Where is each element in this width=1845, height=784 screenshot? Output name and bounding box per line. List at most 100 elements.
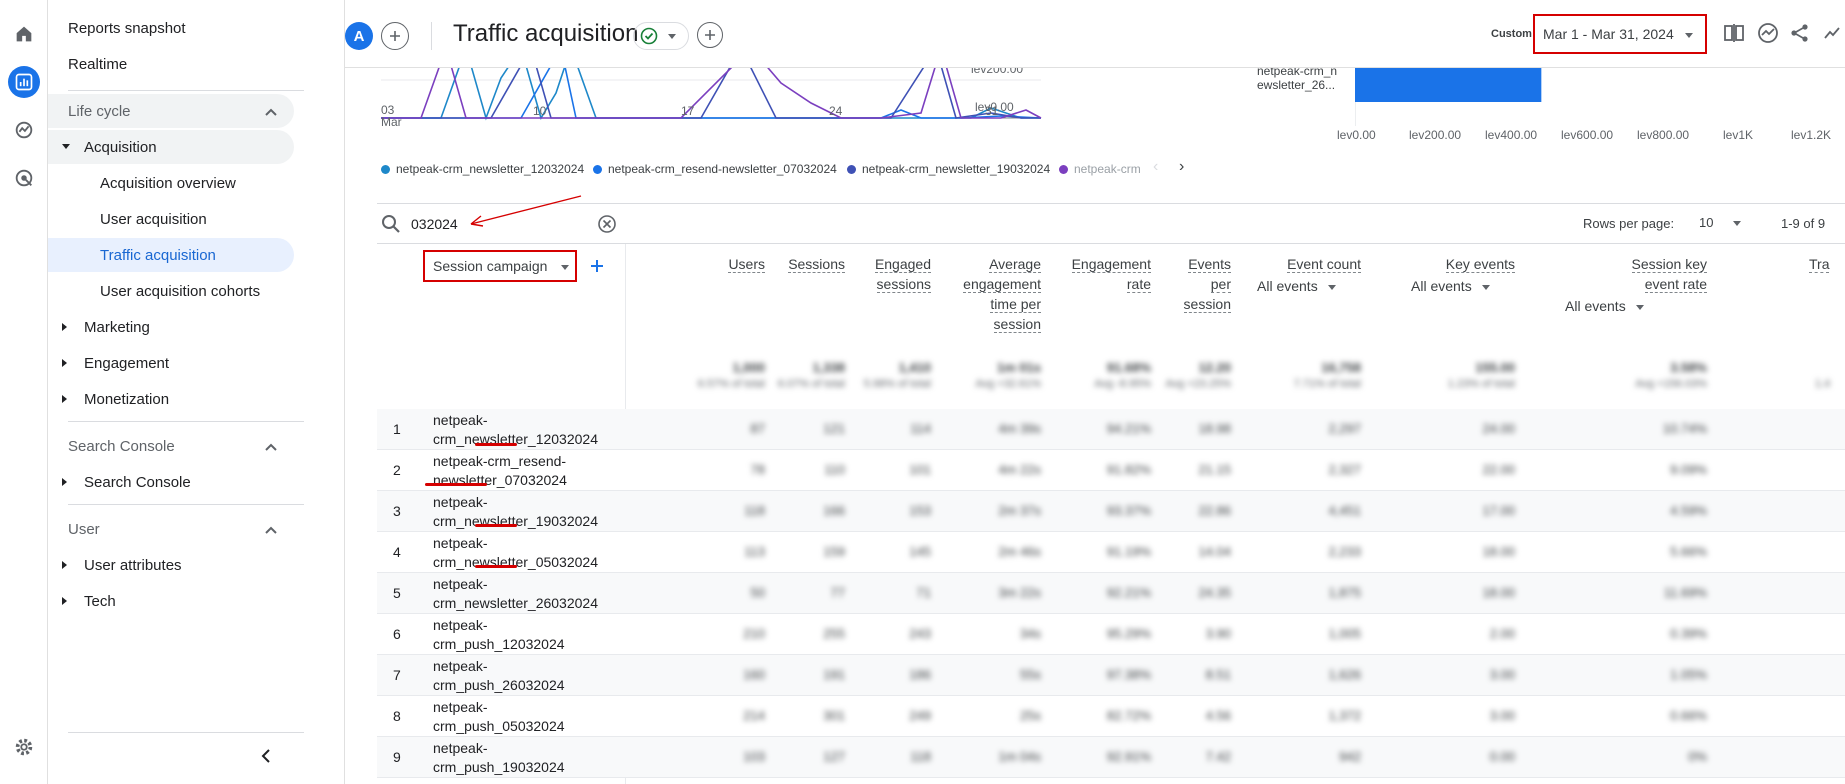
explore-icon[interactable] [8, 114, 40, 146]
nav-section-user[interactable]: User [68, 512, 294, 546]
date-range-picker[interactable]: Mar 1 - Mar 31, 2024 [1533, 14, 1707, 54]
nav-engagement[interactable]: Engagement [62, 346, 169, 380]
metric-cell: 113 [744, 544, 765, 559]
nav-reports-snapshot[interactable]: Reports snapshot [68, 19, 186, 37]
metric-cell: 95.29% [1106, 626, 1151, 641]
metric-cell: 0% [1688, 749, 1707, 764]
column-header-label: Engaged [874, 256, 931, 273]
metric-cell: 249 [909, 708, 931, 723]
nav-acquisition-overview[interactable]: Acquisition overview [100, 174, 236, 192]
bar-x-tick-label: lev400.00 [1485, 128, 1538, 142]
nav-realtime[interactable]: Realtime [68, 55, 128, 73]
insights-icon[interactable] [1757, 22, 1779, 44]
table-row[interactable]: 1 netpeak-crm_newsletter_12032024 87 121 114… [377, 409, 1845, 450]
metric-cell: 2m 46s [998, 544, 1041, 559]
nav-marketing-label: Marketing [84, 318, 150, 336]
column-header-engagement-rate[interactable]: Engagement rate [1041, 254, 1151, 294]
metric-cell: 4.59% [1670, 503, 1707, 518]
advertising-icon[interactable] [8, 162, 40, 194]
table-row[interactable]: 7 netpeak-crm_push_26032024 160 191 186 55s 97… [377, 655, 1845, 696]
column-header-key-events[interactable]: Key events [1385, 254, 1515, 274]
legend-item[interactable]: netpeak-crm_newsletter_19032024 [847, 162, 1050, 176]
chevron-up-icon [265, 108, 277, 116]
column-header-label: Users [728, 256, 765, 273]
search-icon [382, 215, 400, 233]
session-campaign-cell: netpeak-crm_push_05032024 [433, 698, 633, 736]
share-icon[interactable] [1789, 22, 1811, 44]
metric-cell: 2,297 [1328, 421, 1361, 436]
metric-cell: 24.35 [1198, 585, 1231, 600]
report-status-dropdown[interactable] [633, 22, 689, 50]
legend-next-chevron-icon[interactable]: › [1179, 158, 1185, 175]
metric-cell: 4.56 [1205, 708, 1231, 723]
campaign-name-line: netpeak- [433, 658, 488, 674]
column-header-event-count[interactable]: Event count [1231, 254, 1361, 274]
legend-color-dot [1059, 164, 1068, 174]
legend-label: netpeak-crm [1074, 162, 1141, 176]
legend-prev-chevron-icon[interactable]: ‹ [1153, 158, 1159, 175]
reports-icon[interactable] [8, 66, 40, 98]
column-header-session-key-event-rate[interactable]: Session key event rate [1567, 254, 1707, 294]
metric-cell: 2m 37s [998, 503, 1041, 518]
customize-report-icon[interactable] [1723, 22, 1745, 44]
metric-cell: 50 [750, 585, 765, 600]
total-subvalue: 7.71% of total [1293, 378, 1361, 390]
legend-item[interactable]: netpeak-crm_newsletter_12032024 [381, 162, 584, 176]
add-dimension-plus-icon[interactable] [589, 258, 605, 274]
nav-section-lifecycle[interactable]: Life cycle [48, 94, 294, 128]
table-row[interactable]: 8 netpeak-crm_push_05032024 214 301 249 25s 82… [377, 696, 1845, 737]
annotation-underline [475, 524, 517, 527]
nav-user-acquisition-cohorts[interactable]: User acquisition cohorts [100, 282, 261, 300]
column-header-users[interactable]: Users [665, 254, 765, 274]
table-row[interactable]: 9 netpeak-crm_push_19032024 103 127 118 1m 04… [377, 737, 1845, 778]
table-row[interactable]: 2 netpeak-crm_resend-newsletter_07032024 7… [377, 450, 1845, 491]
campaign-name-line: newsletter_07032024 [433, 472, 567, 488]
column-header-events-per-session[interactable]: Events per session [1121, 254, 1231, 314]
nav-user-attributes[interactable]: User attributes [62, 548, 182, 582]
clear-search-icon[interactable] [597, 214, 617, 234]
metric-cell: 2,327 [1328, 462, 1361, 477]
nav-marketing[interactable]: Marketing [62, 310, 150, 344]
column-header-truncated[interactable]: Tra [1809, 254, 1845, 274]
key-events-filter-dropdown[interactable]: All events [1411, 278, 1490, 294]
search-input[interactable]: 032024 [411, 216, 458, 232]
table-row[interactable]: 5 netpeak-crm_newsletter_26032024 50 77 71 3m… [377, 573, 1845, 614]
table-row[interactable]: 4 netpeak-crm_newsletter_05032024 113 159 14… [377, 532, 1845, 573]
rows-per-page-select[interactable]: 10 [1699, 214, 1745, 236]
comparison-avatar[interactable]: A [345, 22, 373, 50]
bar-x-tick-label: lev1.2K [1791, 128, 1832, 142]
metric-cell: 1,875 [1328, 585, 1361, 600]
session-key-event-rate-filter-dropdown[interactable]: All events [1565, 298, 1644, 314]
bar-x-tick-label: lev200.00 [1409, 128, 1462, 142]
home-icon[interactable] [8, 18, 40, 50]
legend-color-dot [381, 164, 390, 174]
add-filter-button[interactable] [697, 22, 723, 48]
settings-gear-icon[interactable] [8, 731, 40, 763]
column-header-average-engagement-time[interactable]: Average engagement time per session [931, 254, 1041, 334]
nav-tech[interactable]: Tech [62, 584, 116, 618]
caret-down-icon [1685, 33, 1693, 38]
trend-icon[interactable] [1823, 24, 1841, 42]
nav-user-acquisition[interactable]: User acquisition [100, 210, 207, 228]
legend-item[interactable]: netpeak-crm_resend-newsletter_07032024 [593, 162, 837, 176]
session-campaign-cell: netpeak-crm_newsletter_12032024 [433, 411, 633, 449]
legend-item[interactable]: netpeak-crm [1059, 162, 1141, 176]
table-row[interactable]: 3 netpeak-crm_newsletter_19032024 118 166 15… [377, 491, 1845, 532]
metric-cell: 9.09% [1670, 462, 1707, 477]
total-subvalue: 6.57% of total [697, 378, 765, 390]
session-campaign-dimension-picker[interactable]: Session campaign [423, 250, 577, 282]
event-count-filter-dropdown[interactable]: All events [1257, 278, 1336, 294]
nav-acquisition[interactable]: Acquisition [48, 130, 294, 164]
nav-section-search-console[interactable]: Search Console [68, 429, 294, 463]
column-header-engaged-sessions[interactable]: Engaged sessions [831, 254, 931, 294]
collapse-chevron-left-icon[interactable] [258, 748, 274, 764]
campaign-name-line: crm_newsletter_05032024 [433, 554, 598, 570]
nav-monetization[interactable]: Monetization [62, 382, 169, 416]
add-comparison-button[interactable] [381, 22, 409, 50]
nav-traffic-acquisition[interactable]: Traffic acquisition [48, 238, 294, 272]
table-row[interactable]: 6 netpeak-crm_push_12032024 210 255 243 34s 95… [377, 614, 1845, 655]
nav-search-console[interactable]: Search Console [62, 465, 191, 499]
row-index: 8 [393, 708, 401, 724]
metric-cell: 78 [750, 462, 765, 477]
column-header-sessions[interactable]: Sessions [745, 254, 845, 274]
